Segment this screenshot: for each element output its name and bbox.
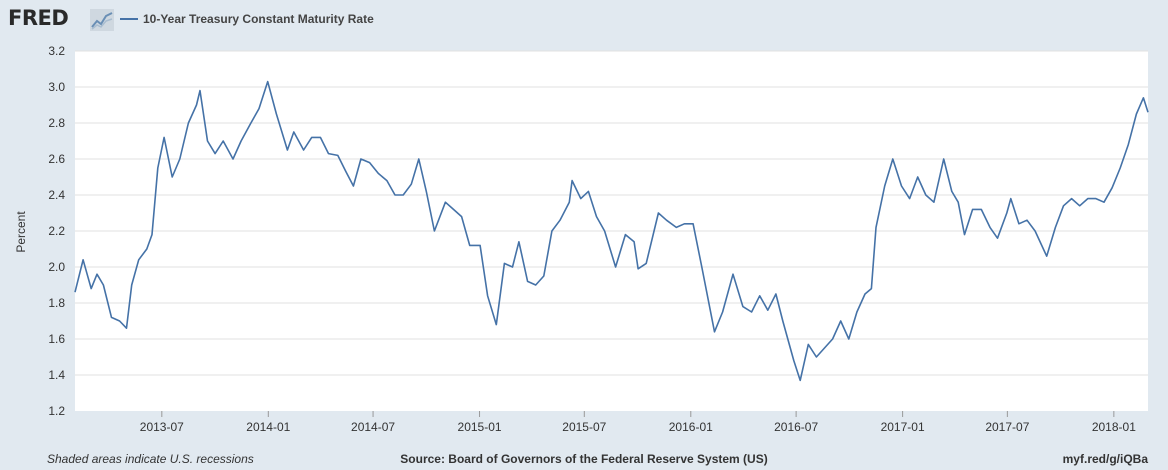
- short-url-link[interactable]: myf.red/g/iQBa: [1062, 452, 1148, 466]
- x-axis: 2013-07 2014-01 2014-07 2015-01 2015-07 2016-…: [140, 411, 1136, 434]
- x-tick-label: 2014-07: [351, 420, 395, 434]
- x-tick-label: 2017-01: [881, 420, 925, 434]
- y-axis-label: Percent: [14, 211, 28, 253]
- y-tick-label: 2.6: [48, 152, 65, 166]
- series-line[interactable]: [74, 80, 1149, 382]
- chart-footer: Shaded areas indicate U.S. recessions So…: [0, 450, 1168, 470]
- x-tick-label: 2018-01: [1092, 420, 1136, 434]
- y-tick-label: 2.8: [48, 116, 65, 130]
- chart-header: FRED 10-Year Treasury Constant Maturity …: [0, 0, 1168, 40]
- y-axis: 1.2 1.4 1.6 1.8 2.0 2.2 2.4 2.6 2.8 3.0 3.2: [48, 44, 65, 418]
- y-tick-label: 1.2: [48, 404, 65, 418]
- y-tick-label: 2.0: [48, 260, 65, 274]
- y-tick-label: 2.2: [48, 224, 65, 238]
- x-tick-label: 2015-01: [458, 420, 502, 434]
- y-tick-label: 3.0: [48, 80, 65, 94]
- y-tick-label: 1.4: [48, 368, 65, 382]
- fred-logo[interactable]: FRED: [8, 6, 69, 30]
- legend-entry: 10-Year Treasury Constant Maturity Rate: [143, 12, 374, 26]
- x-tick-label: 2016-01: [669, 420, 713, 434]
- x-tick-label: 2016-07: [774, 420, 818, 434]
- y-tick-label: 1.8: [48, 296, 65, 310]
- x-tick-label: 2013-07: [140, 420, 184, 434]
- gridlines: [75, 50, 1148, 376]
- x-tick-label: 2014-01: [246, 420, 290, 434]
- source-note: Source: Board of Governors of the Federa…: [400, 452, 768, 466]
- legend: 10-Year Treasury Constant Maturity Rate: [120, 11, 374, 27]
- recessions-note: Shaded areas indicate U.S. recessions: [47, 452, 254, 466]
- x-tick-label: 2015-07: [562, 420, 606, 434]
- x-tick-label: 2017-07: [985, 420, 1029, 434]
- y-tick-label: 1.6: [48, 332, 65, 346]
- y-tick-label: 2.4: [48, 188, 65, 202]
- line-graph-icon: [90, 9, 114, 31]
- y-tick-label: 3.2: [48, 44, 65, 58]
- legend-swatch: [120, 18, 138, 20]
